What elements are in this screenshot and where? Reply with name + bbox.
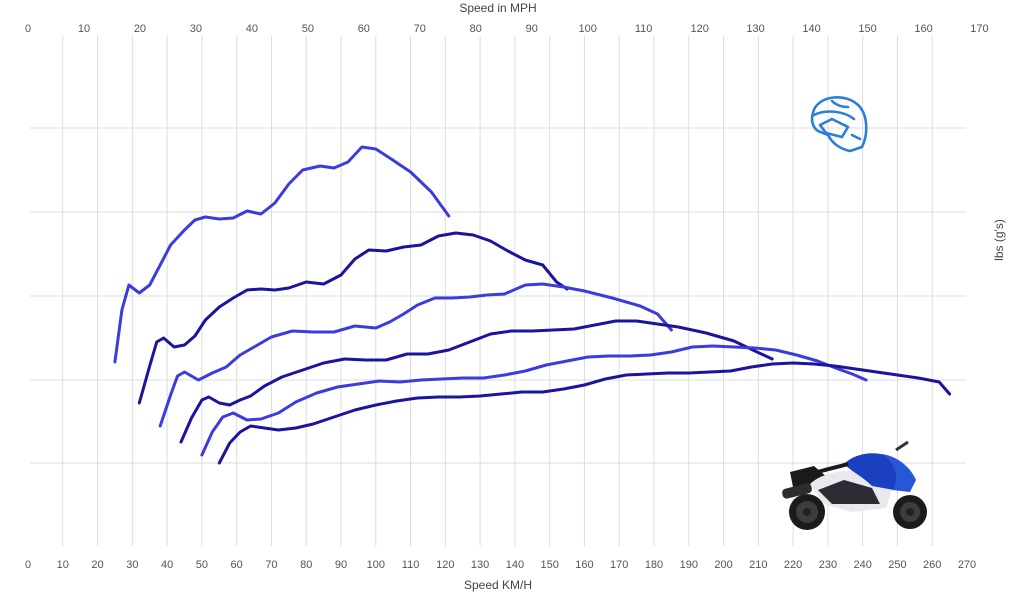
mph-tick-label: 160 [914, 23, 932, 35]
mph-tick-label: 110 [635, 23, 653, 35]
mph-tick-label: 150 [858, 23, 876, 35]
kmh-tick-label: 30 [126, 559, 138, 571]
mph-tick-label: 0 [25, 23, 31, 35]
kmh-tick-label: 10 [57, 559, 69, 571]
gear-2-line [137, 231, 569, 405]
series-lines [113, 145, 952, 465]
mph-tick-label: 100 [579, 23, 597, 35]
kmh-tick-label: 160 [575, 559, 593, 571]
gear-1-line [113, 145, 451, 364]
helmet-icon [810, 96, 868, 153]
gear-4-line [179, 319, 774, 444]
mph-tick-label: 30 [190, 23, 202, 35]
top-axis-ticks: 0 10 20 30 40 50 60 70 80 90 100 110 120 130 140 150 160… [25, 23, 989, 35]
mph-tick-label: 140 [802, 23, 820, 35]
mph-tick-label: 20 [134, 23, 146, 35]
bottom-axis-title: Speed KM/H [464, 578, 532, 592]
kmh-tick-label: 250 [888, 559, 906, 571]
kmh-tick-label: 200 [714, 559, 732, 571]
kmh-tick-label: 100 [367, 559, 385, 571]
kmh-tick-label: 220 [784, 559, 802, 571]
kmh-tick-label: 150 [540, 559, 558, 571]
kmh-tick-label: 140 [506, 559, 524, 571]
kmh-tick-label: 20 [91, 559, 103, 571]
kmh-tick-label: 70 [265, 559, 277, 571]
kmh-tick-label: 110 [402, 559, 420, 571]
kmh-tick-label: 130 [471, 559, 489, 571]
mph-tick-label: 10 [78, 23, 90, 35]
kmh-tick-label: 120 [436, 559, 454, 571]
gear-3-line [158, 282, 673, 428]
y-axis-title: lbs (g's) [992, 219, 1006, 261]
kmh-tick-label: 190 [680, 559, 698, 571]
kmh-tick-label: 260 [923, 559, 941, 571]
mph-tick-label: 70 [414, 23, 426, 35]
kmh-tick-label: 270 [958, 559, 976, 571]
mph-tick-label: 50 [302, 23, 314, 35]
gear-5-line [200, 344, 868, 457]
kmh-tick-label: 170 [610, 559, 628, 571]
top-axis-title: Speed in MPH [459, 1, 536, 15]
mph-tick-label: 40 [246, 23, 258, 35]
motorcycle-image [782, 440, 927, 530]
mph-tick-label: 120 [690, 23, 708, 35]
gear-6-line [217, 361, 952, 465]
kmh-tick-label: 180 [645, 559, 663, 571]
mph-tick-label: 130 [746, 23, 764, 35]
mph-tick-label: 170 [970, 23, 988, 35]
kmh-tick-label: 90 [335, 559, 347, 571]
mph-tick-label: 60 [358, 23, 370, 35]
kmh-tick-label: 210 [749, 559, 767, 571]
kmh-tick-label: 0 [25, 559, 31, 571]
kmh-tick-label: 240 [853, 559, 871, 571]
mph-tick-label: 80 [470, 23, 482, 35]
kmh-tick-label: 50 [196, 559, 208, 571]
kmh-tick-label: 60 [231, 559, 243, 571]
kmh-tick-label: 40 [161, 559, 173, 571]
kmh-tick-label: 80 [300, 559, 312, 571]
mph-tick-label: 90 [526, 23, 538, 35]
bottom-axis-ticks: 0 10 20 30 40 50 60 70 80 90 100 110 120 130 140 150 160… [25, 559, 976, 571]
kmh-tick-label: 230 [819, 559, 837, 571]
